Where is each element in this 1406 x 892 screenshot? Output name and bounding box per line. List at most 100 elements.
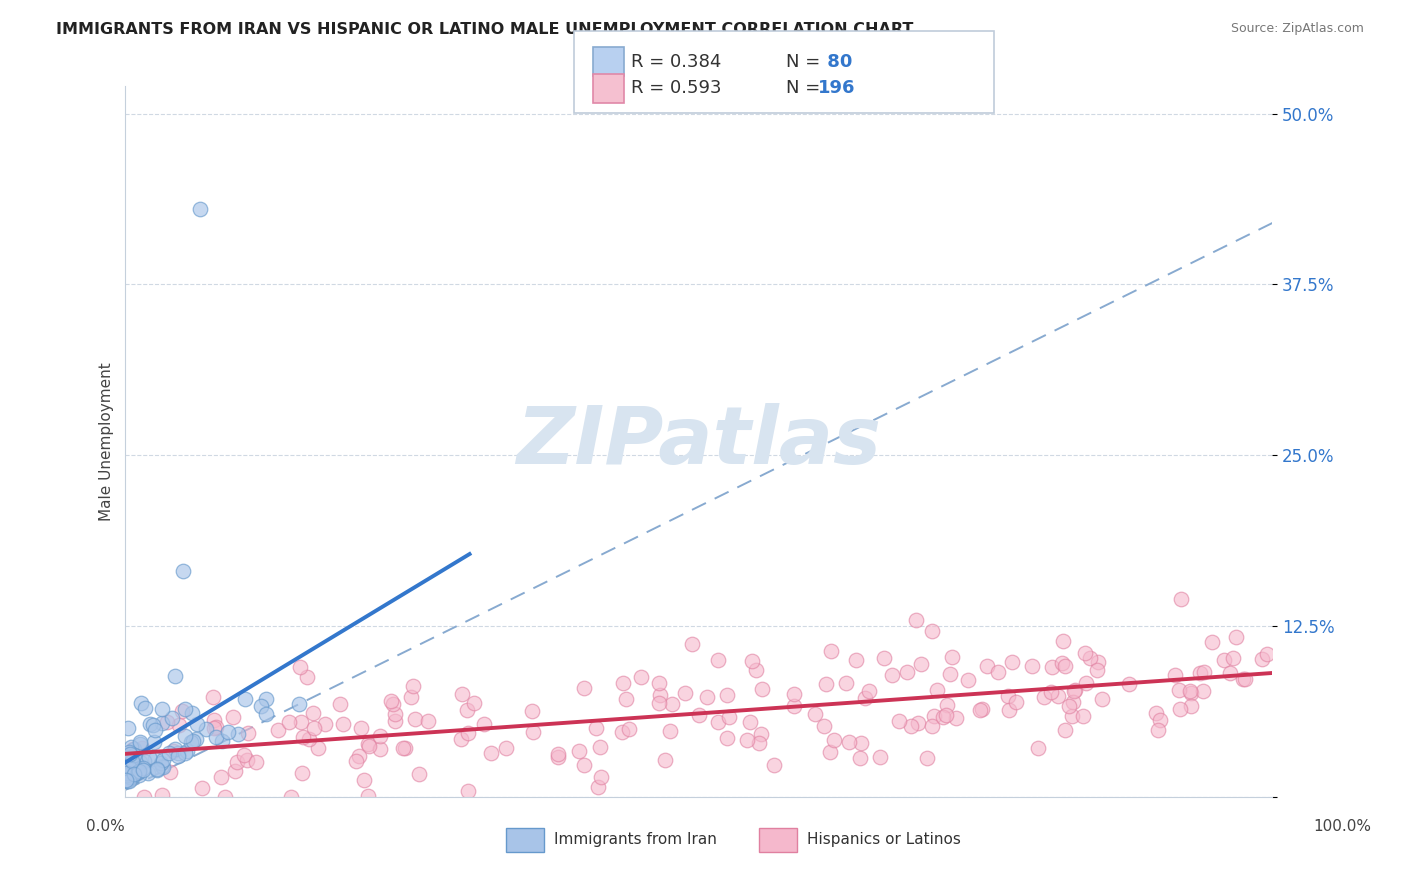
Point — [173, 729, 195, 743]
Point — [900, 719, 922, 733]
Point — [522, 725, 544, 739]
Point — [129, 697, 152, 711]
Point — [1091, 691, 1114, 706]
Text: Hispanics or Latinos: Hispanics or Latinos — [807, 832, 960, 847]
Point — [136, 766, 159, 780]
Point — [1064, 682, 1087, 697]
Point — [1071, 709, 1094, 723]
Point — [783, 688, 806, 702]
Point — [1164, 668, 1187, 682]
Point — [288, 697, 311, 711]
Point — [738, 714, 761, 729]
Point — [803, 707, 825, 722]
Point — [159, 764, 181, 779]
Point — [124, 755, 146, 769]
Point — [1234, 673, 1257, 687]
Point — [932, 710, 955, 724]
Point — [1040, 660, 1063, 674]
Point — [716, 731, 738, 746]
Point — [307, 741, 329, 756]
Point — [706, 714, 728, 729]
Point — [392, 740, 415, 755]
Point — [134, 700, 156, 714]
Point — [174, 746, 197, 760]
Point — [124, 766, 146, 780]
Text: ZIPatlas: ZIPatlas — [516, 402, 882, 481]
Point — [1032, 690, 1054, 704]
Point — [591, 770, 613, 784]
Point — [880, 667, 903, 681]
Point — [121, 765, 143, 780]
Point — [648, 675, 671, 690]
Point — [650, 688, 672, 702]
Point — [353, 773, 375, 788]
Point — [1256, 647, 1278, 661]
Point — [167, 748, 190, 763]
Point — [450, 732, 472, 747]
Point — [122, 742, 145, 756]
Point — [267, 723, 290, 738]
Point — [661, 698, 683, 712]
Point — [202, 721, 225, 735]
Point — [1180, 686, 1202, 700]
Point — [630, 670, 652, 684]
Point — [896, 665, 918, 679]
Point — [150, 715, 173, 730]
Point — [848, 751, 870, 765]
Point — [1225, 631, 1247, 645]
Point — [121, 753, 143, 767]
Point — [763, 758, 786, 772]
Point — [121, 765, 143, 780]
Point — [180, 734, 202, 748]
Text: R = 0.593: R = 0.593 — [631, 79, 721, 97]
Point — [163, 668, 186, 682]
Point — [139, 717, 162, 731]
Point — [716, 689, 738, 703]
Point — [298, 732, 321, 747]
Point — [245, 756, 267, 770]
Point — [1053, 723, 1076, 738]
Point — [1232, 672, 1254, 686]
Point — [1039, 685, 1062, 699]
Point — [748, 737, 770, 751]
Point — [1062, 709, 1084, 723]
Text: 80: 80 — [821, 53, 852, 70]
Point — [673, 686, 696, 700]
Point — [394, 741, 416, 756]
Point — [614, 692, 637, 706]
Point — [350, 721, 373, 735]
Point — [209, 770, 232, 784]
Point — [121, 754, 143, 768]
Point — [696, 690, 718, 705]
Point — [910, 657, 932, 671]
Point — [956, 673, 979, 687]
Point — [204, 713, 226, 727]
Point — [117, 773, 139, 788]
Point — [150, 702, 173, 716]
Point — [118, 759, 141, 773]
Point — [280, 789, 302, 804]
Point — [741, 654, 763, 668]
Point — [589, 739, 612, 754]
Point — [167, 746, 190, 760]
Point — [205, 730, 228, 744]
Point — [1213, 653, 1236, 667]
Point — [291, 766, 314, 780]
Point — [572, 681, 595, 695]
Text: N =: N = — [786, 79, 825, 97]
Point — [813, 719, 835, 733]
Point — [1250, 652, 1272, 666]
Point — [1189, 666, 1212, 681]
Point — [115, 773, 138, 788]
Point — [254, 706, 277, 721]
Point — [249, 699, 271, 714]
Point — [188, 202, 211, 217]
Point — [402, 679, 425, 693]
Point — [236, 726, 259, 740]
Y-axis label: Male Unemployment: Male Unemployment — [100, 362, 114, 521]
Point — [225, 756, 247, 770]
Point — [915, 750, 938, 764]
Point — [224, 764, 246, 779]
Point — [1168, 702, 1191, 716]
Point — [122, 769, 145, 783]
